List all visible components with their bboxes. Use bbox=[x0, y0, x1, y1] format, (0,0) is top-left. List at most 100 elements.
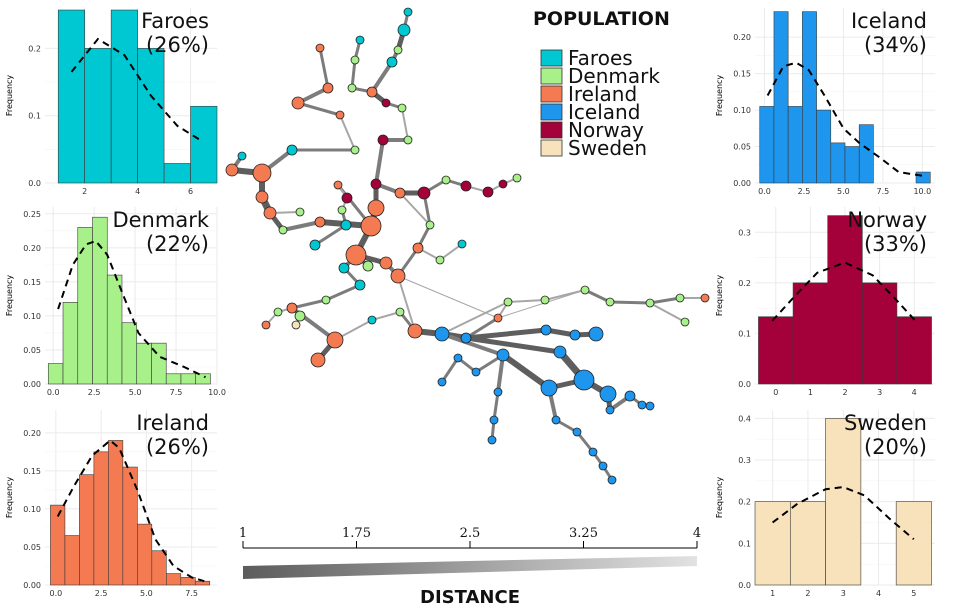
y-tick-label: 0.10 bbox=[23, 312, 41, 321]
network-node-iceland bbox=[540, 379, 558, 397]
hist-panel-denmark: 0.00 0.05 0.10 0.15 0.20 0.25 0.0 2.5 5.0 7.5 10.0… bbox=[5, 207, 226, 397]
network-edge bbox=[500, 352, 552, 391]
panel-title-percent: (22%) bbox=[146, 232, 209, 256]
hist-bar bbox=[787, 106, 803, 184]
y-tick-label: 0.00 bbox=[23, 380, 41, 389]
network-edge bbox=[370, 60, 394, 94]
network-node-denmark bbox=[503, 297, 513, 307]
legend-swatch-faroes bbox=[540, 49, 563, 67]
network-node-denmark bbox=[337, 205, 347, 215]
network-node-norway bbox=[341, 192, 353, 204]
y-tick-label: 0.05 bbox=[23, 346, 41, 355]
network-node-iceland bbox=[573, 369, 595, 391]
network-node-denmark bbox=[273, 307, 283, 317]
network-edge bbox=[440, 356, 460, 384]
network-node-iceland bbox=[605, 405, 615, 415]
network-node-denmark bbox=[395, 307, 405, 317]
network-node-iceland bbox=[624, 390, 636, 402]
y-tick-label: 0.10 bbox=[733, 106, 751, 115]
legend-title: POPULATION bbox=[533, 8, 670, 30]
y-tick-label: 0.3 bbox=[738, 228, 751, 237]
hist-bar bbox=[93, 451, 109, 586]
network-node-denmark bbox=[675, 293, 685, 303]
network-node-iceland bbox=[489, 415, 499, 425]
network-edge bbox=[296, 101, 342, 117]
hist-panel-norway: 0.0 0.1 0.2 0.3 0 1 2 3 4 Frequency Norway(33%) bbox=[715, 207, 935, 397]
network-edge bbox=[649, 302, 686, 323]
x-tick-label: 7.5 bbox=[877, 187, 890, 196]
hist-bar bbox=[754, 501, 791, 586]
x-tick-label: 6 bbox=[188, 187, 193, 196]
density-curve bbox=[70, 37, 202, 142]
network-edge bbox=[463, 327, 549, 341]
network-node-denmark bbox=[321, 295, 331, 305]
hist-bar bbox=[858, 124, 874, 184]
panel-title-name: Faroes bbox=[141, 9, 209, 33]
network-edge bbox=[439, 243, 463, 261]
network-node-denmark bbox=[645, 298, 655, 308]
network-node-denmark bbox=[512, 173, 522, 183]
y-tick-label: 0.4 bbox=[738, 414, 751, 423]
hist-bar bbox=[166, 573, 182, 586]
network-edge bbox=[397, 275, 416, 332]
legend-label-ireland: Ireland bbox=[568, 82, 637, 106]
y-tick-label: 0.15 bbox=[23, 467, 41, 476]
hist-bar bbox=[816, 109, 832, 184]
network-node-ireland bbox=[261, 320, 271, 330]
x-tick-label: 2.5 bbox=[798, 187, 811, 196]
network-node-faroes bbox=[457, 239, 467, 249]
network-node-ireland bbox=[412, 242, 424, 254]
y-tick-label: 0.25 bbox=[23, 210, 41, 219]
network-node-iceland bbox=[553, 345, 567, 359]
y-tick-label: 0.10 bbox=[23, 505, 41, 514]
x-tick-label: 1 bbox=[808, 388, 813, 397]
legend-swatch-iceland bbox=[540, 103, 563, 121]
network-node-iceland bbox=[569, 329, 581, 341]
hist-panel-iceland: 0.00 0.05 0.10 0.15 0.20 0.0 2.5 5.0 7.5 10.0 Freq… bbox=[715, 8, 935, 196]
hist-bar bbox=[64, 535, 80, 586]
x-tick-label: 4 bbox=[876, 589, 881, 598]
network-node-ireland bbox=[379, 256, 393, 270]
y-tick-label: 0.00 bbox=[23, 581, 41, 590]
histogram-panels: 0.00.10.22 4 6FrequencyFaroes(26%)0.000.05… bbox=[5, 8, 935, 598]
hist-bar bbox=[194, 580, 211, 586]
distance-tick-label: 1 bbox=[239, 526, 247, 541]
distance-title: DISTANCE bbox=[420, 587, 520, 608]
x-tick-label: 5.0 bbox=[837, 187, 850, 196]
distance-wedge bbox=[243, 556, 697, 579]
hist-bar bbox=[79, 474, 95, 586]
hist-bar bbox=[165, 373, 182, 385]
network-edge bbox=[318, 46, 330, 90]
network-node-ireland bbox=[291, 96, 305, 110]
y-tick-label: 0.20 bbox=[23, 244, 41, 253]
x-tick-label: 4 bbox=[135, 187, 140, 196]
x-tick-label: 7.5 bbox=[170, 388, 183, 397]
y-tick-label: 0.1 bbox=[738, 329, 751, 338]
legend-swatch-sweden bbox=[540, 139, 563, 157]
distance-tick-label: 4 bbox=[693, 526, 701, 541]
hist-bar bbox=[792, 282, 828, 385]
network-node-denmark bbox=[278, 225, 288, 235]
network-node-iceland bbox=[540, 324, 552, 336]
network-node-iceland bbox=[572, 427, 582, 437]
panel-title-percent: (26%) bbox=[146, 435, 209, 459]
network-node-norway bbox=[482, 186, 494, 198]
y-tick-label: 0.2 bbox=[28, 44, 41, 53]
network-node-iceland bbox=[487, 435, 497, 445]
network-node-ireland bbox=[366, 86, 378, 98]
x-tick-label: 7.5 bbox=[185, 589, 198, 598]
y-tick-label: 0.20 bbox=[23, 429, 41, 438]
network-node-denmark bbox=[403, 135, 413, 145]
hist-bar bbox=[84, 48, 112, 184]
network-edge bbox=[401, 107, 409, 141]
y-tick-label: 0.15 bbox=[23, 278, 41, 287]
legend-label-norway: Norway bbox=[568, 118, 644, 142]
network-node-denmark bbox=[435, 255, 445, 265]
network-edge bbox=[324, 283, 362, 302]
network-node-ireland bbox=[345, 244, 367, 266]
x-tick-label: 5.0 bbox=[140, 589, 153, 598]
x-tick-label: 2 bbox=[842, 388, 847, 397]
network-edge bbox=[583, 288, 612, 304]
network-node-norway bbox=[370, 178, 382, 190]
network-edge bbox=[313, 223, 348, 247]
